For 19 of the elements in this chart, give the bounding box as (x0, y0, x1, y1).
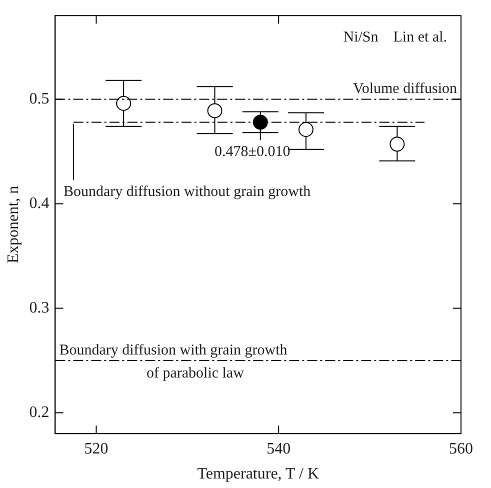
annotation: Boundary diffusion without grain growth (63, 184, 312, 200)
x-axis-title: Temperature, T / K (197, 466, 320, 483)
y-tick-label: 0.3 (29, 299, 50, 316)
point (116, 96, 132, 111)
y-tick-label: 0.2 (29, 404, 50, 421)
point (298, 122, 314, 138)
ref-line-label: Boundary diffusion with grain growth of parabolic law (59, 342, 288, 382)
y-tick-label: 0.4 (29, 194, 50, 212)
annotation: 0.478±0.010 (214, 144, 290, 160)
y-tick-label: 0.5 (29, 90, 50, 108)
annotation: Ni/Sn Lin et al. (343, 30, 447, 46)
x-tick-label: 520 (84, 440, 108, 458)
point (207, 103, 222, 118)
ref-line-label: Volume diffusion (352, 81, 458, 98)
x-tick-label: 540 (266, 440, 291, 458)
point (252, 114, 268, 130)
y-axis-title: Exponent, n (4, 186, 22, 264)
point (390, 136, 405, 152)
x-tick-label: 560 (449, 440, 473, 458)
